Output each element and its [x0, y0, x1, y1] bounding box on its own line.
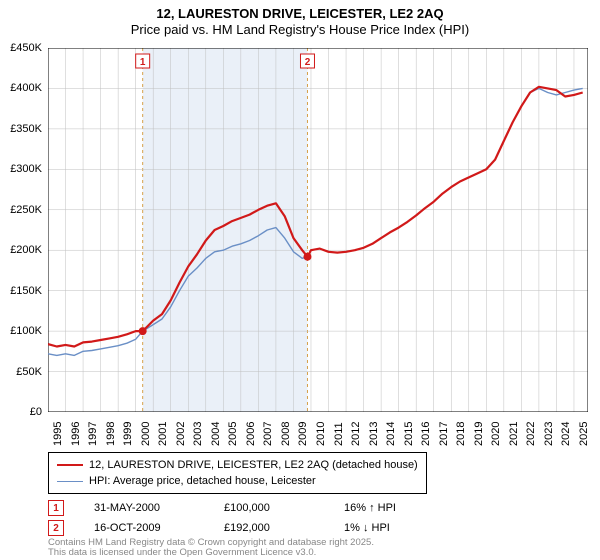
x-tick-label: 2004: [210, 422, 222, 446]
x-tick-label: 2022: [525, 422, 537, 446]
footer-line2: This data is licensed under the Open Gov…: [48, 548, 374, 558]
chart-container: 12, LAURESTON DRIVE, LEICESTER, LE2 2AQ …: [0, 0, 600, 560]
sale-delta: 16% ↑ HPI: [344, 502, 396, 514]
x-tick-label: 2003: [192, 422, 204, 446]
x-tick-label: 2008: [280, 422, 292, 446]
sale-marker-icon: 2: [48, 520, 64, 536]
sale-row: 2 16-OCT-2009£192,0001% ↓ HPI: [48, 518, 396, 538]
sale-row: 1 31-MAY-2000£100,00016% ↑ HPI: [48, 498, 396, 518]
y-tick-label: £200K: [10, 244, 42, 256]
svg-text:2: 2: [305, 57, 311, 68]
x-axis-labels: 1995 1996 1997 1998 1999 2000 2001 2002 2003 2004…: [48, 416, 588, 456]
title-block: 12, LAURESTON DRIVE, LEICESTER, LE2 2AQ …: [0, 0, 600, 37]
title-line2: Price paid vs. HM Land Registry's House …: [0, 22, 600, 37]
x-tick-label: 2017: [438, 422, 450, 446]
x-tick-label: 2000: [140, 422, 152, 446]
legend-swatch: [57, 481, 83, 482]
x-tick-label: 2025: [578, 422, 590, 446]
x-tick-label: 2005: [227, 422, 239, 446]
x-tick-label: 2001: [157, 422, 169, 446]
x-tick-label: 2010: [315, 422, 327, 446]
sale-date: 31-MAY-2000: [94, 502, 224, 514]
x-tick-label: 2016: [420, 422, 432, 446]
legend-row: HPI: Average price, detached house, Leic…: [57, 473, 418, 489]
x-tick-label: 2011: [333, 422, 345, 446]
y-tick-label: £300K: [10, 163, 42, 175]
sale-price: £100,000: [224, 502, 344, 514]
x-tick-label: 1996: [70, 422, 82, 446]
y-tick-label: £100K: [10, 325, 42, 337]
y-axis-labels: £0£50K£100K£150K£200K£250K£300K£350K£400…: [0, 48, 46, 412]
x-tick-label: 2014: [385, 422, 397, 446]
x-tick-label: 2018: [455, 422, 467, 446]
x-tick-label: 1998: [105, 422, 117, 446]
sale-date: 16-OCT-2009: [94, 522, 224, 534]
x-tick-label: 2024: [560, 422, 572, 446]
sale-delta: 1% ↓ HPI: [344, 522, 390, 534]
legend: 12, LAURESTON DRIVE, LEICESTER, LE2 2AQ …: [48, 452, 427, 494]
x-tick-label: 2019: [473, 422, 485, 446]
x-tick-label: 2009: [297, 422, 309, 446]
y-tick-label: £400K: [10, 82, 42, 94]
x-tick-label: 2007: [262, 422, 274, 446]
y-tick-label: £0: [30, 406, 42, 418]
svg-text:1: 1: [140, 57, 146, 68]
footer: Contains HM Land Registry data © Crown c…: [48, 538, 374, 559]
x-tick-label: 2013: [368, 422, 380, 446]
x-tick-label: 1999: [122, 422, 134, 446]
sale-price: £192,000: [224, 522, 344, 534]
y-tick-label: £150K: [10, 285, 42, 297]
x-tick-label: 2015: [403, 422, 415, 446]
x-tick-label: 2021: [508, 422, 520, 446]
x-tick-label: 2006: [245, 422, 257, 446]
x-tick-label: 2023: [543, 422, 555, 446]
x-tick-label: 2002: [175, 422, 187, 446]
plot-svg: 12: [48, 48, 588, 412]
x-tick-label: 2020: [490, 422, 502, 446]
x-tick-label: 1997: [87, 422, 99, 446]
sale-marker-icon: 1: [48, 500, 64, 516]
y-tick-label: £250K: [10, 204, 42, 216]
y-tick-label: £450K: [10, 42, 42, 54]
x-tick-label: 1995: [52, 422, 64, 446]
title-line1: 12, LAURESTON DRIVE, LEICESTER, LE2 2AQ: [0, 6, 600, 21]
sales-table: 1 31-MAY-2000£100,00016% ↑ HPI 2 16-OCT-200…: [48, 498, 396, 538]
chart-area: 12: [48, 48, 588, 412]
y-tick-label: £50K: [16, 366, 42, 378]
legend-swatch: [57, 464, 83, 466]
legend-row: 12, LAURESTON DRIVE, LEICESTER, LE2 2AQ …: [57, 457, 418, 473]
y-tick-label: £350K: [10, 123, 42, 135]
legend-label: 12, LAURESTON DRIVE, LEICESTER, LE2 2AQ …: [89, 459, 418, 471]
legend-label: HPI: Average price, detached house, Leic…: [89, 475, 316, 487]
x-tick-label: 2012: [350, 422, 362, 446]
